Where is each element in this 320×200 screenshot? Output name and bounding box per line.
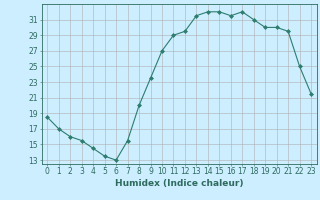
X-axis label: Humidex (Indice chaleur): Humidex (Indice chaleur) <box>115 179 244 188</box>
